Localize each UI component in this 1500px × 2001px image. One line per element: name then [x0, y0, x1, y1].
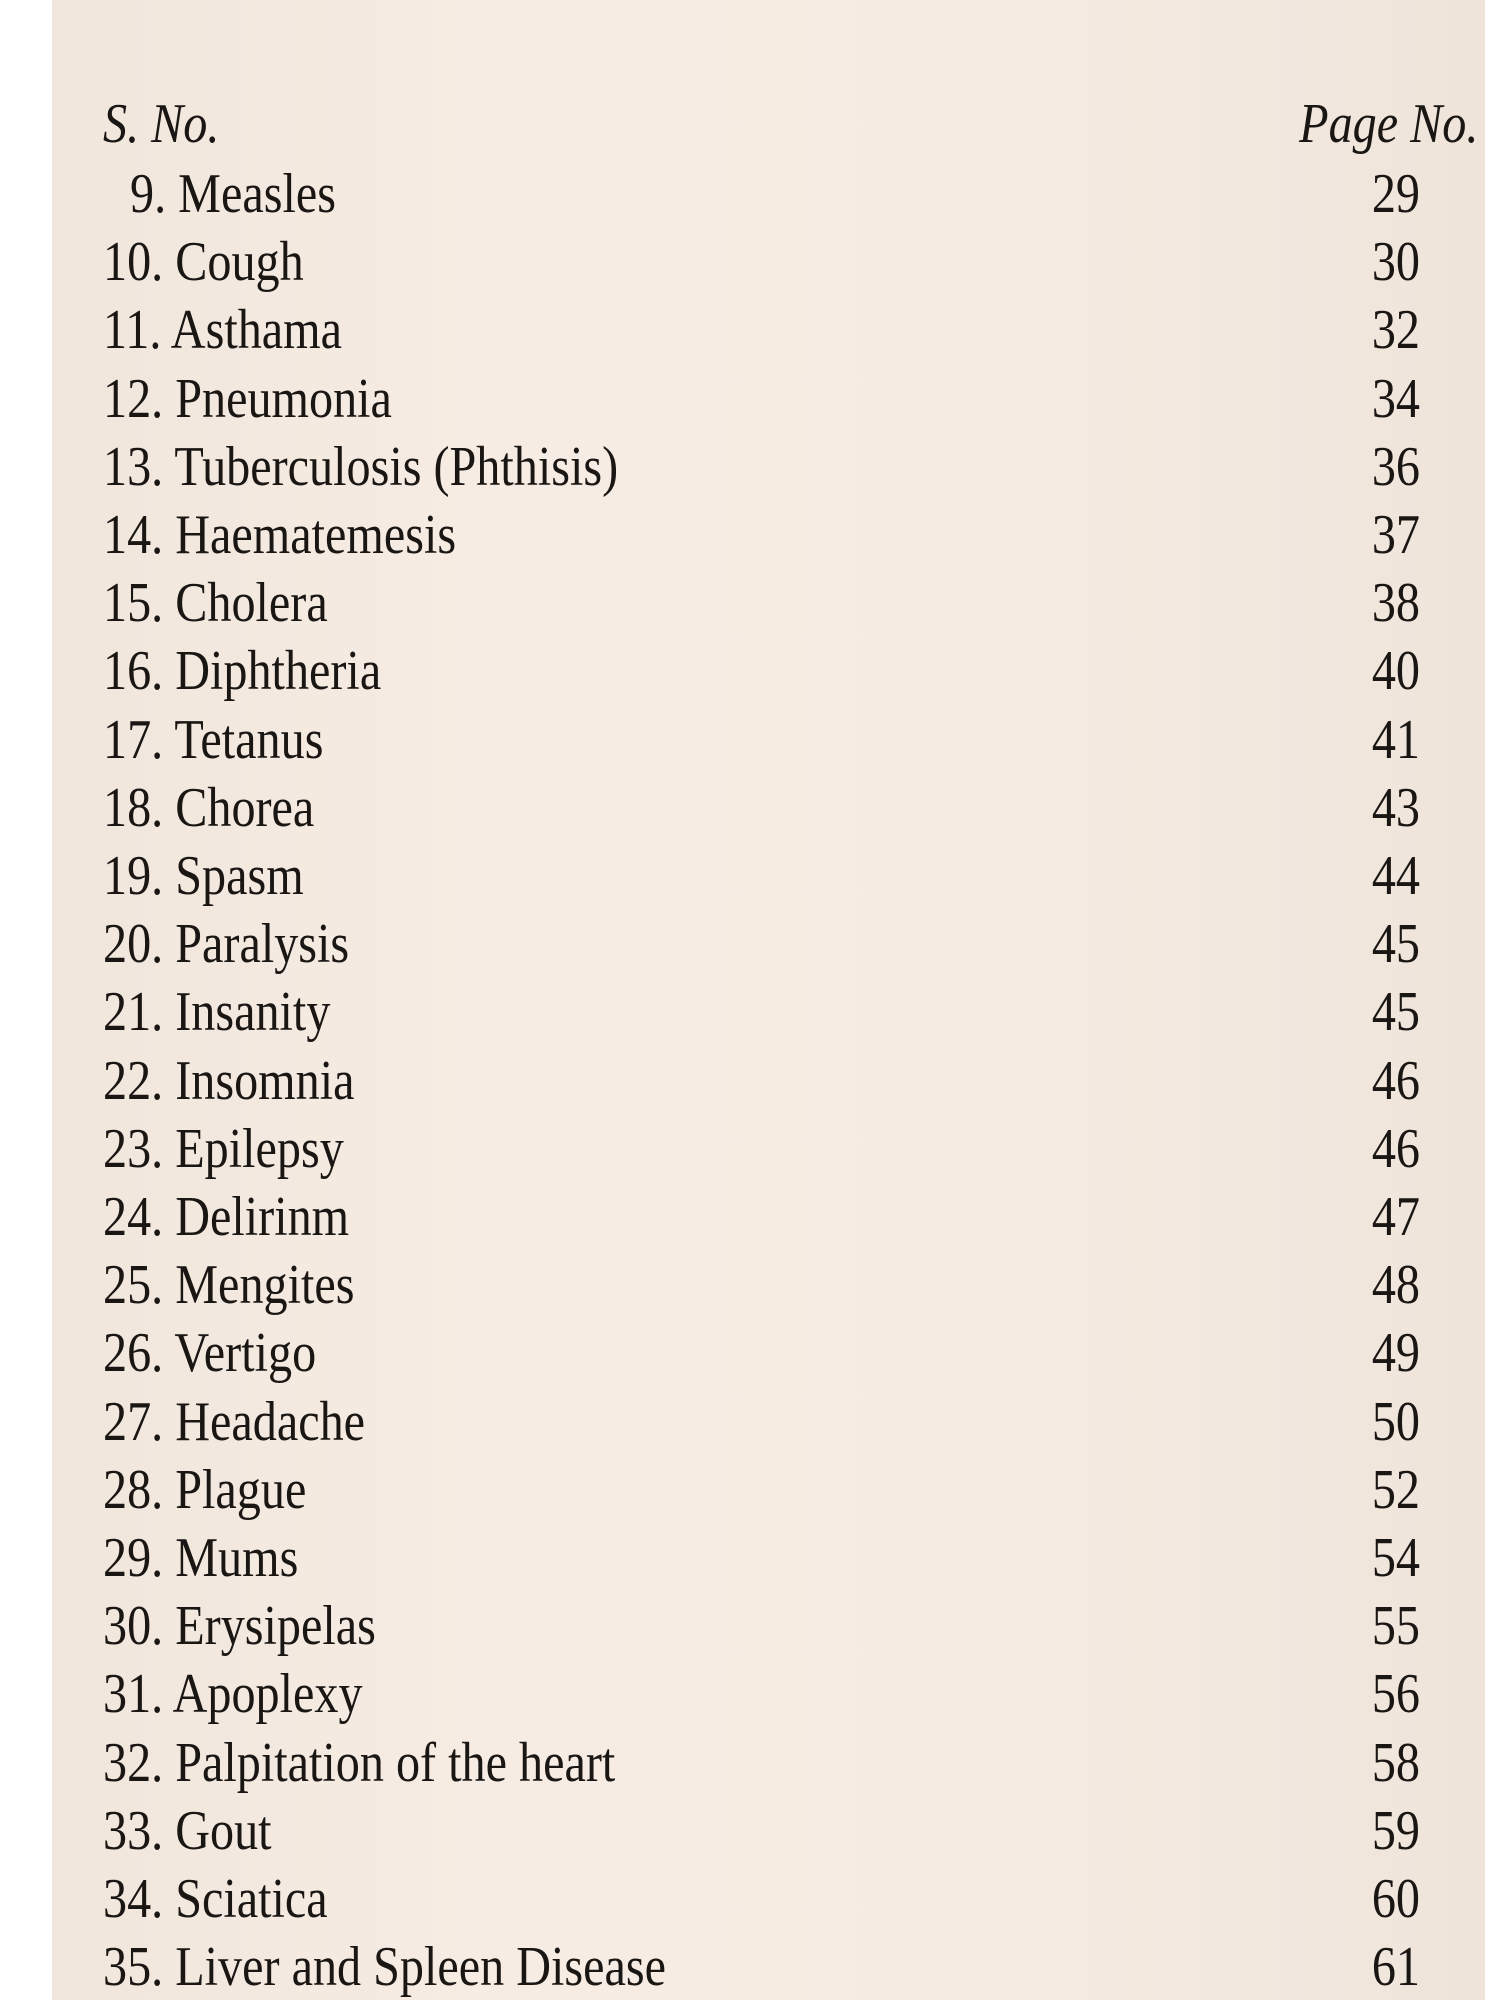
entry-title: 22. Insomnia: [103, 1049, 355, 1112]
entry-page-number: 29: [1371, 163, 1420, 225]
entry-title: 15. Cholera: [103, 572, 328, 635]
entry-title: 35. Liver and Spleen Disease: [103, 1936, 667, 1999]
entry-page-number: 30: [1371, 231, 1420, 294]
entry-page-number: 32: [1371, 299, 1420, 362]
entry-page-number: 58: [1371, 1731, 1420, 1794]
contents-entry: 14. Haematemesis 37: [0, 501, 1500, 569]
entry-page-number: 59: [1371, 1799, 1420, 1862]
entry-page-number: 46: [1371, 1117, 1420, 1180]
contents-entry: 34. Sciatica 60: [0, 1865, 1500, 1933]
entry-title: 10. Cough: [103, 231, 304, 294]
entry-page-number: 61: [1371, 1936, 1420, 1999]
entry-page-number: 38: [1371, 572, 1420, 635]
entry-page-number: 45: [1371, 981, 1420, 1044]
entry-title: 27. Headache: [103, 1390, 366, 1453]
entry-page-number: 60: [1371, 1868, 1420, 1930]
entry-title: 9. Measles: [130, 163, 336, 225]
entry-title: 18. Chorea: [103, 776, 315, 839]
entry-page-number: 40: [1371, 640, 1420, 703]
contents-entry: 33. Gout 59: [0, 1797, 1500, 1865]
entry-page-number: 34: [1371, 367, 1420, 430]
contents-entry: 12. Pneumonia 34: [0, 365, 1500, 433]
contents-entry: 10. Cough 30: [0, 228, 1500, 296]
serial-number-header: S. No.: [103, 93, 220, 155]
entry-title: 31. Apoplexy: [103, 1663, 363, 1726]
contents-entry: 30. Erysipelas 55: [0, 1592, 1500, 1660]
entry-title: 30. Erysipelas: [103, 1595, 376, 1658]
entry-page-number: 56: [1371, 1663, 1420, 1726]
contents-entry: 29. Mums 54: [0, 1524, 1500, 1592]
contents-entry: 13. Tuberculosis (Phthisis) 36: [0, 433, 1500, 501]
entry-title: 29. Mums: [103, 1527, 299, 1589]
entry-title: 16. Diphtheria: [103, 640, 382, 703]
entry-title: 12. Pneumonia: [103, 367, 392, 430]
entry-title: 28. Plague: [103, 1458, 307, 1521]
entry-page-number: 43: [1371, 776, 1420, 839]
page-number-header: Page No.: [1298, 93, 1478, 155]
contents-entry: 20. Paralysis 45: [0, 910, 1500, 978]
entry-title: 34. Sciatica: [103, 1868, 328, 1930]
contents-entry: 18. Chorea 43: [0, 774, 1500, 842]
contents-entry: 16. Diphtheria 40: [0, 637, 1500, 705]
entry-page-number: 36: [1371, 435, 1420, 498]
entry-page-number: 55: [1371, 1595, 1420, 1658]
contents-entry: 27. Headache 50: [0, 1388, 1500, 1456]
contents-entry: 17. Tetanus 41: [0, 706, 1500, 774]
contents-entry: 15. Cholera 38: [0, 569, 1500, 637]
entry-title: 26. Vertigo: [103, 1322, 317, 1385]
entry-title: 17. Tetanus: [103, 708, 324, 771]
entry-title: 13. Tuberculosis (Phthisis): [103, 435, 619, 498]
contents-entry: 24. Delirinm 47: [0, 1183, 1500, 1251]
contents-entry: 35. Liver and Spleen Disease 61: [0, 1933, 1500, 2001]
entry-page-number: 52: [1371, 1458, 1420, 1521]
entry-title: 32. Palpitation of the heart: [103, 1731, 616, 1794]
entry-title: 11. Asthama: [103, 299, 342, 362]
contents-entry: 26. Vertigo 49: [0, 1319, 1500, 1387]
contents-entry: 21. Insanity 45: [0, 978, 1500, 1046]
entry-title: 24. Delirinm: [103, 1186, 350, 1248]
contents-entry: 22. Insomnia 46: [0, 1047, 1500, 1115]
entry-page-number: 37: [1371, 504, 1420, 566]
entry-page-number: 48: [1371, 1254, 1420, 1317]
entry-title: 14. Haematemesis: [103, 504, 457, 566]
contents-entry: 9. Measles 29: [0, 160, 1500, 228]
entry-page-number: 45: [1371, 913, 1420, 976]
entry-page-number: 44: [1371, 845, 1420, 907]
entry-title: 23. Epilepsy: [103, 1117, 344, 1180]
entry-page-number: 49: [1371, 1322, 1420, 1385]
contents-entry: 25. Mengites 48: [0, 1251, 1500, 1319]
entry-title: 19. Spasm: [103, 845, 304, 907]
entry-page-number: 41: [1371, 708, 1420, 771]
contents-entry: 23. Epilepsy 46: [0, 1115, 1500, 1183]
contents-entry: 31. Apoplexy 56: [0, 1660, 1500, 1728]
contents-entry: 32. Palpitation of the heart 58: [0, 1729, 1500, 1797]
entry-page-number: 50: [1371, 1390, 1420, 1453]
entry-page-number: 47: [1371, 1186, 1420, 1248]
entry-title: 33. Gout: [103, 1799, 272, 1862]
book-page: [52, 0, 1485, 2000]
contents-entry: 28. Plague 52: [0, 1456, 1500, 1524]
entry-title: 20. Paralysis: [103, 913, 350, 976]
entry-page-number: 46: [1371, 1049, 1420, 1112]
entry-page-number: 54: [1371, 1527, 1420, 1589]
contents-entry: 19. Spasm 44: [0, 842, 1500, 910]
entry-title: 25. Mengites: [103, 1254, 355, 1317]
entry-title: 21. Insanity: [103, 981, 331, 1044]
contents-entry: 11. Asthama 32: [0, 296, 1500, 364]
